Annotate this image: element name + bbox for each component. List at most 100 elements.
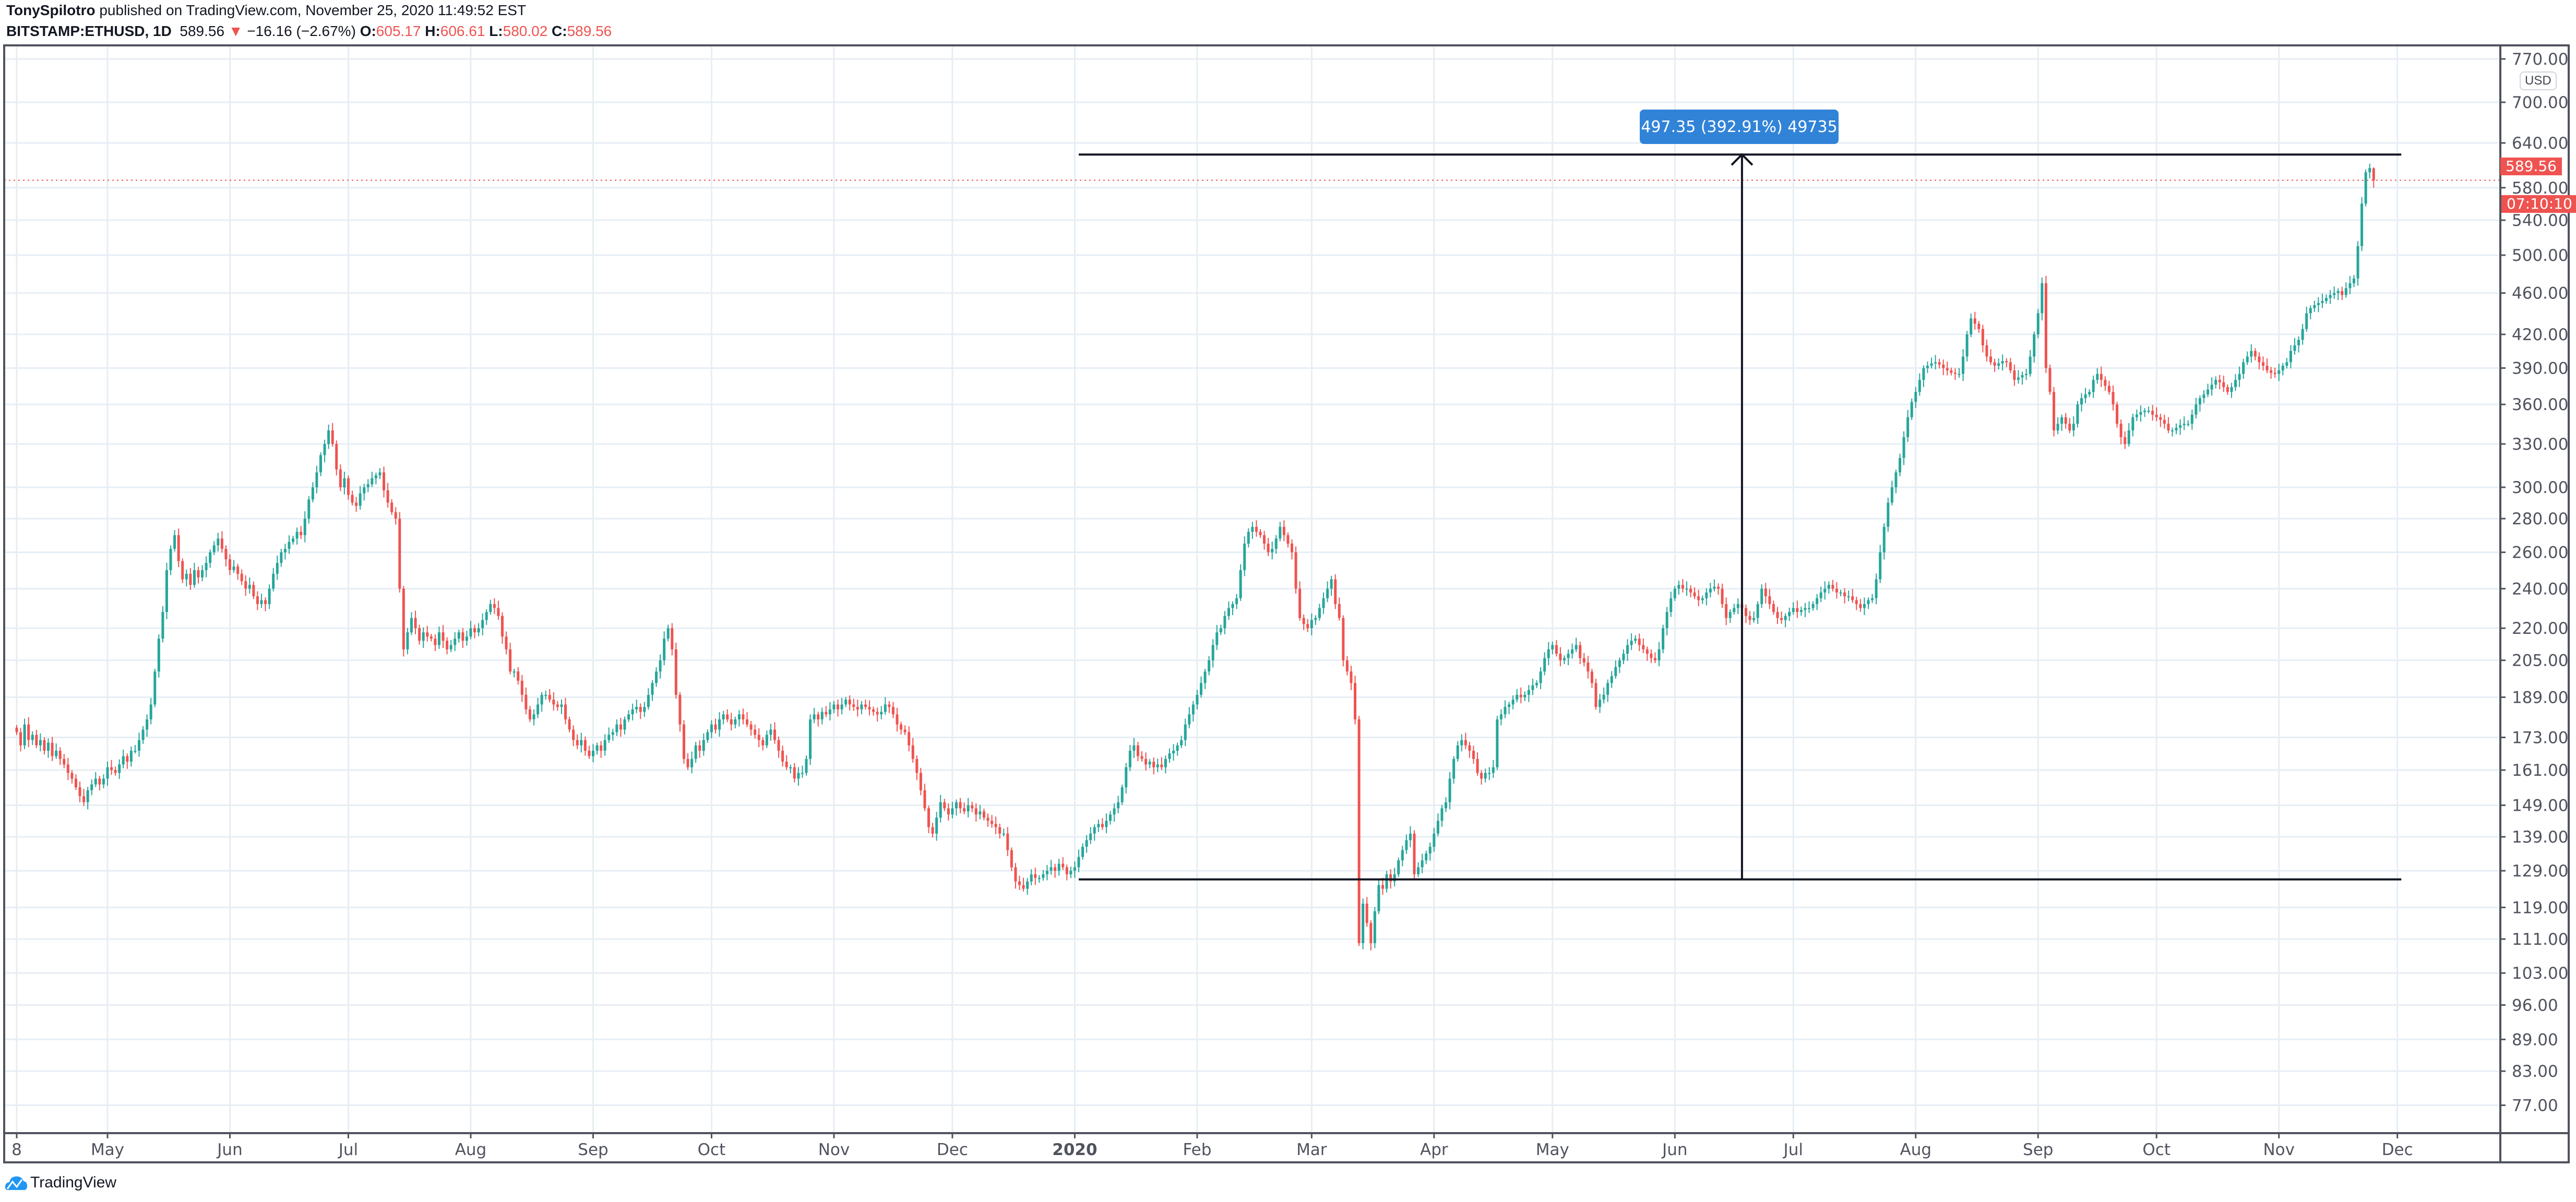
candle	[1962, 349, 1965, 381]
candle	[1334, 574, 1337, 609]
author-name[interactable]: TonySpilotro	[6, 2, 96, 18]
candle-body	[2009, 362, 2012, 370]
candle-body	[209, 552, 212, 563]
candle-body	[2195, 404, 2198, 415]
candle	[2143, 408, 2146, 417]
candle	[825, 706, 828, 717]
candle	[1085, 835, 1088, 853]
candle-body	[1958, 374, 1961, 375]
candle	[1796, 600, 1799, 618]
candle-body	[1871, 598, 1874, 600]
candle-body	[674, 649, 677, 695]
candle-body	[678, 694, 682, 725]
candle	[260, 593, 263, 608]
tradingview-logo[interactable]: TradingView	[5, 1174, 116, 1192]
candle-body	[2179, 425, 2182, 428]
candle	[1405, 834, 1408, 854]
candle	[1417, 862, 1420, 878]
candle-body	[1144, 759, 1148, 765]
candle	[1835, 582, 1838, 599]
currency-badge[interactable]: USD	[2520, 71, 2557, 90]
candle	[959, 798, 962, 813]
candle-body	[1788, 612, 1791, 616]
candle-body	[568, 719, 571, 730]
candle-body	[1345, 660, 1349, 672]
candle-body	[1752, 618, 1756, 620]
candle	[2230, 382, 2233, 398]
candle-body	[746, 719, 749, 725]
candle-body	[2190, 414, 2193, 424]
candle	[1433, 827, 1436, 852]
candle-body	[2025, 374, 2028, 375]
candle	[1097, 820, 1100, 832]
candle	[410, 612, 413, 635]
candle	[1882, 523, 1886, 560]
candle	[931, 823, 934, 838]
candle-body	[1472, 751, 1475, 759]
candle	[754, 724, 757, 739]
candle	[982, 809, 985, 821]
candle-body	[1085, 840, 1088, 847]
candle	[1357, 716, 1361, 946]
candle-body	[1689, 588, 1692, 593]
candle-body	[2021, 375, 2024, 378]
candle	[1634, 635, 1637, 644]
candle	[2207, 383, 2210, 398]
time-tick-label: 2020	[1052, 1140, 1097, 1159]
candle-body	[141, 729, 145, 740]
candle-body	[1867, 600, 1870, 604]
candle	[2021, 371, 2024, 385]
chart-border	[3, 44, 2570, 1163]
candle	[2025, 369, 2028, 380]
time-axis[interactable]: 8 May Jun Jul Aug Sep Oct Nov Dec 2020 Feb Mar Apr Ma…	[11, 1133, 2413, 1159]
candle	[2198, 395, 2201, 412]
candle	[1045, 864, 1048, 881]
candle	[70, 770, 74, 784]
candle	[844, 696, 848, 707]
candle-body	[1156, 764, 1159, 767]
candle-body	[1504, 707, 1507, 715]
candle	[146, 714, 149, 737]
candle	[1302, 614, 1305, 630]
candle-body	[1279, 526, 1282, 539]
candle-body	[1140, 756, 1143, 759]
candle	[1385, 871, 1388, 893]
candle	[1425, 850, 1428, 864]
candle	[311, 482, 314, 502]
candle	[2080, 393, 2083, 412]
candle-body	[1417, 867, 1420, 874]
candle-body	[1006, 833, 1009, 850]
candle-body	[1823, 588, 1827, 593]
candle	[2214, 376, 2217, 389]
candle-body	[1397, 860, 1400, 874]
candle	[1203, 668, 1207, 689]
candle-body	[2344, 288, 2347, 295]
candle	[315, 465, 318, 494]
price-range-measure[interactable]	[1078, 153, 2402, 881]
candle	[1599, 693, 1602, 713]
candle-body	[726, 714, 729, 719]
candle-body	[1231, 604, 1234, 608]
candle	[749, 720, 753, 736]
candle	[177, 528, 180, 568]
candle-body	[1120, 787, 1124, 802]
price-axis[interactable]: 77.00 83.00 89.00 96.00 103.00 111.00 119.00 12…	[2500, 50, 2568, 1115]
candle	[2064, 413, 2067, 429]
candle	[2033, 331, 2036, 363]
candle	[1602, 687, 1605, 704]
time-tick-label: May	[1536, 1140, 1569, 1159]
candle	[1539, 667, 1542, 689]
candle	[1799, 606, 1803, 616]
arrow-up-icon	[1731, 153, 1754, 166]
time-tick-label: Dec	[937, 1140, 968, 1159]
candle	[1733, 604, 1736, 615]
candle-body	[1227, 608, 1230, 616]
candle	[1054, 863, 1057, 878]
candle	[2017, 370, 2020, 384]
candle-body	[1764, 588, 1767, 596]
candle	[217, 533, 220, 551]
candle	[1022, 878, 1025, 892]
candle-body	[276, 562, 279, 574]
candle-body	[860, 704, 863, 710]
